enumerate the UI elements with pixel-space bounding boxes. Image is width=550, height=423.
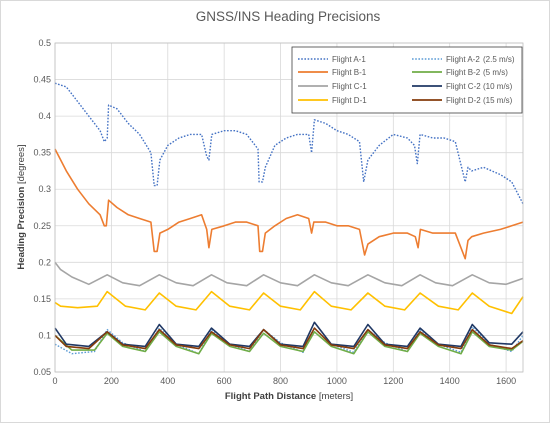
y-tick-label: 0.45 — [33, 75, 51, 85]
x-tick-label: 1000 — [327, 376, 347, 386]
legend-label: Flight A-1 — [332, 55, 366, 64]
series-lines — [54, 82, 524, 355]
y-tick-label: 0.1 — [38, 330, 51, 340]
x-tick-label: 1600 — [496, 376, 516, 386]
legend-label: Flight B-2 — [446, 68, 481, 77]
legend-speed-label: (2.5 m/s) — [483, 55, 515, 64]
y-tick-labels: 0.05 0.1 0.15 0.2 0.25 0.3 0.35 0.4 0.45 0.5 — [33, 38, 51, 377]
x-tick-labels: 0 200 400 600 800 1000 1200 1400 1600 — [52, 376, 516, 386]
y-tick-label: 0.3 — [38, 184, 51, 194]
x-tick-label: 1200 — [383, 376, 403, 386]
plot-border — [54, 42, 524, 373]
legend-speed-label: (10 m/s) — [483, 82, 513, 91]
x-tick-label: 800 — [273, 376, 288, 386]
series-line-flight-c-2 — [54, 321, 524, 348]
chart-title: GNSS/INS Heading Precisions — [196, 9, 381, 24]
y-tick-label: 0.35 — [33, 148, 51, 158]
series-line-flight-d-2 — [54, 327, 524, 350]
series-line-flight-b-1 — [54, 148, 524, 260]
x-tick-label: 1400 — [440, 376, 460, 386]
x-axis-label-unit: [meters] — [319, 391, 353, 402]
legend-label: Flight A-2 — [446, 55, 480, 64]
legend-label: Flight D-2 — [446, 96, 481, 105]
y-tick-label: 0.25 — [33, 221, 51, 231]
x-axis-label-main: Flight Path Distance — [225, 391, 316, 402]
y-tick-label: 0.05 — [33, 367, 51, 377]
legend-label: Flight B-1 — [332, 68, 367, 77]
y-tick-label: 0.15 — [33, 294, 51, 304]
y-axis-label: Heading Precision [degrees] — [16, 144, 27, 269]
legend-speed-label: (15 m/s) — [483, 96, 513, 105]
legend-box — [291, 46, 523, 114]
series-line-flight-c-1 — [54, 261, 524, 287]
x-axis-label: Flight Path Distance [meters] — [225, 391, 353, 402]
legend-speed-label: (5 m/s) — [483, 68, 508, 77]
x-tick-label: 0 — [52, 376, 57, 386]
legend: Flight A-1 Flight A-2 Flight B-1 Flight B-2… — [291, 46, 523, 114]
series-line-flight-a-1 — [54, 82, 524, 205]
y-tick-label: 0.2 — [38, 257, 51, 267]
y-tick-label: 0.4 — [38, 111, 51, 121]
legend-label: Flight C-2 — [446, 82, 481, 91]
legend-label: Flight C-1 — [332, 82, 367, 91]
legend-label: Flight D-1 — [332, 96, 367, 105]
y-axis-label-unit: [degrees] — [16, 144, 27, 184]
series-line-flight-a-2 — [54, 326, 524, 355]
series-line-flight-d-1 — [54, 290, 524, 315]
y-tick-label: 0.5 — [38, 38, 51, 48]
series-line-flight-b-2 — [54, 331, 524, 355]
x-tick-label: 400 — [160, 376, 175, 386]
x-tick-label: 200 — [104, 376, 119, 386]
x-tick-label: 600 — [217, 376, 232, 386]
y-axis-label-main: Heading Precision — [16, 186, 27, 269]
